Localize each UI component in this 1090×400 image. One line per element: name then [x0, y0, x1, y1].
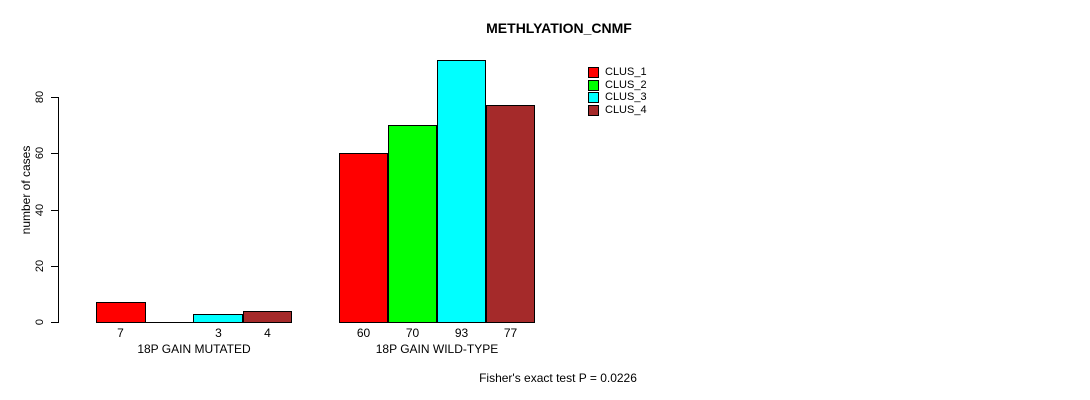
- bar-value-label: 4: [264, 326, 271, 340]
- bar-value-labels: 7 3 4: [96, 326, 292, 340]
- y-axis-line: [58, 97, 59, 323]
- legend-label: CLUS_1: [605, 65, 647, 78]
- x-category-label: 18P GAIN MUTATED: [137, 342, 251, 356]
- bar-clus_4: [242, 311, 292, 322]
- legend-label: CLUS_4: [605, 103, 647, 116]
- legend-label: CLUS_2: [605, 78, 647, 91]
- bar-value-labels: 60 70 93 77: [339, 326, 535, 340]
- legend-swatch-clus_4: [588, 104, 599, 116]
- bar-value-label: 3: [215, 326, 222, 340]
- bar-clus_3: [437, 60, 486, 322]
- chart-title: METHLYATION_CNMF: [486, 20, 632, 36]
- legend-swatch-clus_1: [588, 66, 599, 78]
- legend-item: CLUS_2: [588, 79, 647, 92]
- y-tick: [51, 266, 58, 267]
- bar-value-label: 7: [117, 326, 124, 340]
- bar-clus_3: [193, 314, 243, 322]
- y-tick: [51, 97, 58, 98]
- bars-row: [96, 56, 292, 323]
- bars-row: [339, 56, 535, 323]
- legend: CLUS_1 CLUS_2 CLUS_3 CLUS_4: [588, 66, 647, 117]
- legend-swatch-clus_2: [588, 79, 599, 91]
- bar-clus_1: [339, 153, 388, 322]
- y-axis-title: number of cases: [19, 145, 33, 235]
- bar-clus_1: [96, 302, 146, 322]
- bar-clus_2: [388, 125, 437, 322]
- bar-group: 60 70 93 77 18P GAIN WILD-TYPE: [339, 56, 535, 356]
- x-category-label: 18P GAIN WILD-TYPE: [375, 342, 499, 356]
- bar-value-label: [145, 326, 194, 340]
- bar-clus_4: [486, 105, 535, 322]
- legend-label: CLUS_3: [605, 91, 647, 104]
- legend-item: CLUS_1: [588, 66, 647, 79]
- y-tick-label: 40: [34, 203, 46, 217]
- legend-swatch-clus_3: [588, 92, 599, 104]
- y-tick: [51, 322, 58, 323]
- y-tick-label: 20: [34, 259, 46, 273]
- legend-item: CLUS_3: [588, 91, 647, 104]
- stat-annotation: Fisher's exact test P = 0.0226: [479, 371, 637, 385]
- y-tick: [51, 153, 58, 154]
- bar-value-label: 60: [356, 326, 371, 340]
- bar-value-label: 70: [405, 326, 420, 340]
- y-tick-label: 80: [34, 90, 46, 104]
- legend-item: CLUS_4: [588, 104, 647, 117]
- bar-value-label: 93: [454, 326, 469, 340]
- bar-group: 7 3 4 18P GAIN MUTATED: [96, 56, 292, 356]
- y-tick-label: 60: [34, 146, 46, 160]
- bar-value-label: 77: [503, 326, 518, 340]
- y-tick: [51, 210, 58, 211]
- y-tick-label: 0: [34, 318, 46, 326]
